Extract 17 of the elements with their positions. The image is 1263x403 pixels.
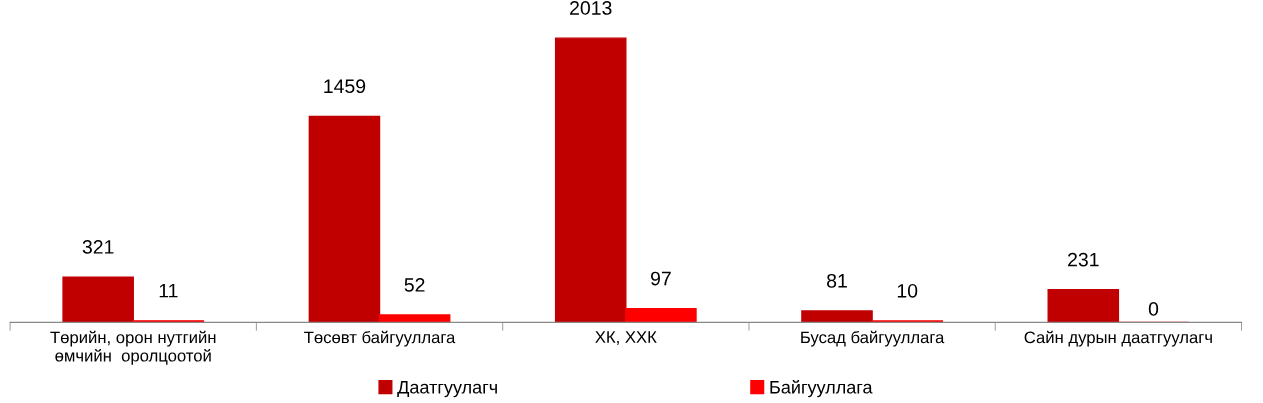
data-label: 1459: [324, 79, 366, 94]
data-label: 2013: [570, 1, 612, 15]
x-tick-label: Төсөвт байгууллага: [304, 330, 456, 347]
data-label: 0: [1148, 302, 1159, 316]
x-tick-label: Бусад байгууллага: [801, 330, 945, 347]
x-tick-label: Сайн дурын даатгуулагч: [1024, 330, 1212, 347]
data-label: 52: [404, 278, 425, 292]
legend-label: Байгууллага: [770, 380, 873, 398]
data-label: 231: [1068, 252, 1099, 267]
x-tick-label: ХК, ХХК: [595, 331, 657, 345]
data-label: 97: [651, 271, 671, 286]
data-label: 11: [159, 283, 178, 298]
data-label: 81: [827, 273, 847, 288]
data-label: 10: [897, 283, 918, 298]
data-label: 321: [82, 240, 114, 254]
legend-label: Даатгуулагч: [397, 381, 497, 398]
x-tick-label: Төрийн, орон нутгийн өмчийн оролцоотой: [50, 330, 216, 365]
